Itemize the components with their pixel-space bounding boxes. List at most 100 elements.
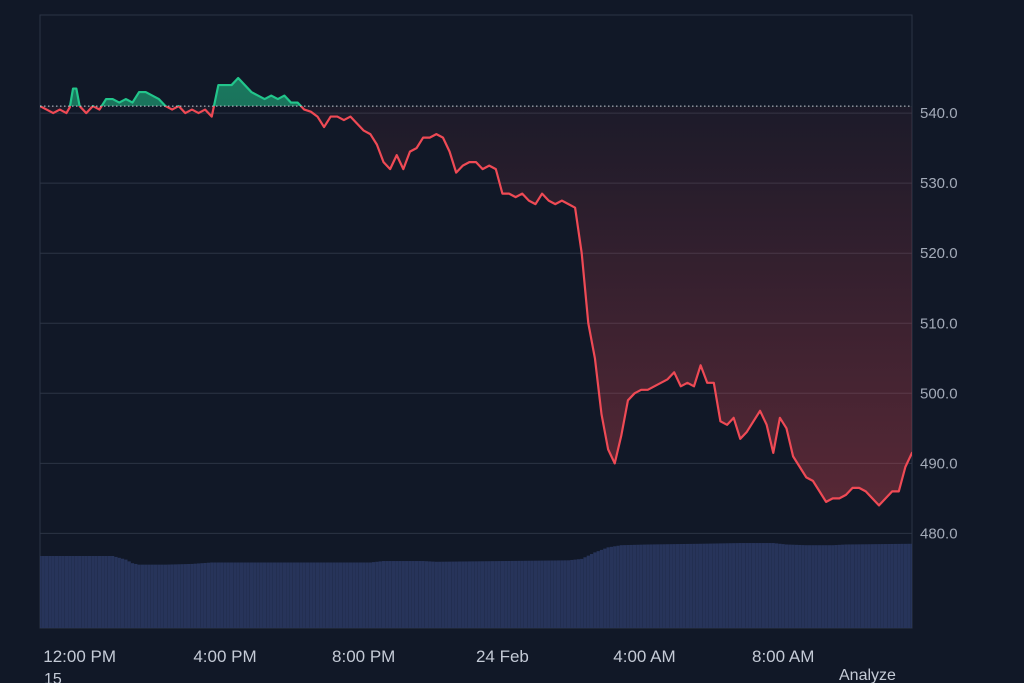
volume-bar: [362, 562, 366, 628]
volume-bar: [40, 556, 42, 628]
volume-bar: [424, 561, 429, 628]
volume-bar: [378, 561, 382, 628]
y-tick-label: 500.0: [920, 385, 958, 402]
volume-bar: [646, 544, 650, 628]
volume-bar: [408, 561, 412, 628]
volume-bar: [398, 561, 402, 628]
volume-bar: [937, 544, 940, 628]
y-tick-label: 530.0: [920, 175, 958, 192]
volume-bar: [738, 543, 742, 628]
volume-bar: [924, 544, 927, 628]
y-axis: 480.0 490.0 500.0 510.0 520.0 530.0 540.0: [920, 105, 958, 542]
volume-bar: [530, 560, 534, 628]
volume-bar: [216, 562, 220, 628]
volume-bar: [421, 561, 425, 628]
volume-bar: [768, 543, 772, 628]
volume-bar: [705, 543, 709, 628]
volume-bar: [649, 544, 653, 628]
volume-bar: [325, 562, 329, 628]
volume-bar: [282, 562, 287, 628]
volume-bar: [616, 545, 620, 628]
volume-bar: [722, 543, 726, 628]
volume-bar: [860, 544, 865, 628]
volume-bar: [269, 562, 273, 628]
volume-bar: [510, 560, 514, 628]
volume-bar: [68, 556, 72, 628]
price-line-up: [40, 76, 303, 107]
volume-bar: [580, 558, 584, 628]
volume-bar: [190, 563, 194, 628]
volume-bar: [342, 562, 346, 628]
y-tick-label: 490.0: [920, 455, 958, 472]
volume-bar: [246, 562, 250, 628]
volume-bar: [880, 544, 884, 628]
volume-bar: [504, 561, 508, 628]
volume-bar: [203, 562, 207, 628]
volume-bar: [864, 544, 868, 628]
volume-bar: [54, 556, 59, 628]
volume-bar: [292, 562, 296, 628]
volume-bar: [64, 556, 69, 628]
volume-bar: [114, 556, 118, 628]
volume-bar: [451, 561, 455, 628]
volume-bar: [613, 546, 617, 628]
volume-bar: [381, 561, 386, 628]
volume-bar: [144, 564, 148, 628]
volume-bar: [576, 559, 580, 628]
volume-bar: [741, 543, 746, 628]
volume-bar: [302, 562, 306, 628]
volume-bar: [223, 562, 227, 628]
volume-bar: [196, 563, 201, 628]
volume-bar: [712, 543, 716, 628]
volume-bar: [695, 543, 699, 628]
volume-bar: [147, 564, 151, 628]
volume-bar: [494, 561, 498, 628]
volume-bar: [603, 548, 607, 628]
volume-bar: [305, 562, 310, 628]
volume-bar: [348, 562, 353, 628]
x-tick-label: 4:00 AM: [613, 647, 675, 666]
volume-bar: [679, 544, 683, 628]
volume-bar: [263, 562, 267, 628]
volume-bar: [758, 543, 762, 628]
volume-bar: [824, 545, 828, 628]
volume-bar: [897, 543, 901, 628]
volume-bar: [51, 556, 55, 628]
volume-bar: [619, 545, 623, 628]
volume-bar: [662, 544, 666, 628]
volume-bar: [236, 562, 240, 628]
volume-bar: [798, 544, 802, 628]
volume-bar: [632, 544, 637, 628]
volume-bar: [583, 557, 587, 628]
volume-bar: [213, 562, 217, 628]
volume-bar: [917, 544, 920, 628]
volume-bar: [101, 556, 105, 628]
volume-bar: [461, 561, 465, 628]
volume-bar: [183, 564, 187, 628]
volume-bar: [249, 562, 253, 628]
volume-bar: [639, 544, 643, 628]
volume-bar: [48, 556, 52, 628]
volume-bar: [652, 544, 656, 628]
volume-bar: [784, 544, 789, 628]
volume-bar: [78, 556, 82, 628]
volume-bar: [718, 543, 723, 628]
y-tick-label: 520.0: [920, 245, 958, 262]
volume-bar: [401, 561, 405, 628]
volume-bar: [623, 545, 627, 628]
volume-bar: [345, 562, 349, 628]
volume-bar: [58, 556, 62, 628]
x-axis: 12:00 PM 4:00 PM 8:00 PM 24 Feb 4:00 AM 8:00 …: [43, 647, 814, 666]
y-tick-label: 540.0: [920, 105, 958, 122]
analyze-link[interactable]: Analyze: [839, 667, 896, 683]
volume-bar: [210, 562, 214, 628]
volume-bar: [94, 556, 98, 628]
volume-bar: [547, 560, 551, 628]
volume-bar: [814, 545, 818, 628]
volume-bar: [104, 556, 108, 628]
volume-bar: [405, 561, 409, 628]
volume-bar: [682, 543, 686, 628]
volume-bar: [481, 561, 485, 628]
volume-bar: [319, 562, 323, 628]
